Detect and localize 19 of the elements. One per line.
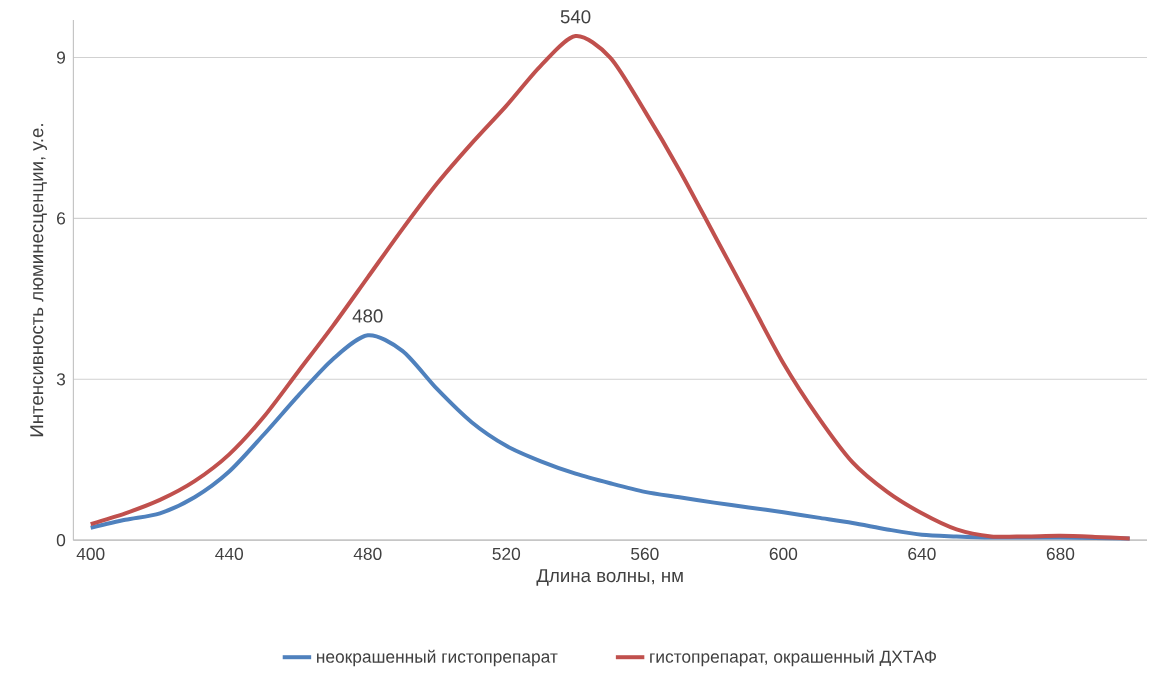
y-tick-label: 9	[56, 51, 65, 64]
x-tick-label: 560	[631, 547, 659, 560]
x-axis-title: Длина волны, нм	[536, 569, 683, 586]
x-tick-label: 600	[769, 547, 798, 560]
annotation: 540	[560, 10, 591, 24]
y-tick-label: 6	[57, 212, 66, 225]
x-tick-label: 520	[492, 547, 521, 560]
x-tick-label: 400	[76, 547, 105, 560]
y-tick-label: 3	[56, 373, 66, 386]
x-tick-label: 640	[908, 547, 936, 560]
y-tick-label: 0	[56, 533, 66, 547]
y-axis-title: Интенсивность люминесценции, у.е.	[30, 124, 47, 437]
x-tick-label: 440	[215, 547, 243, 560]
annotation: 480	[352, 309, 383, 323]
x-tick-label: 680	[1046, 547, 1075, 560]
x-tick-label: 480	[353, 547, 382, 560]
legend-label: неокрашенный гистопрепарат	[317, 649, 558, 667]
line-series	[88, 34, 1132, 541]
legend-label: гистопрепарат, окрашенный ДХТАФ	[650, 649, 937, 667]
